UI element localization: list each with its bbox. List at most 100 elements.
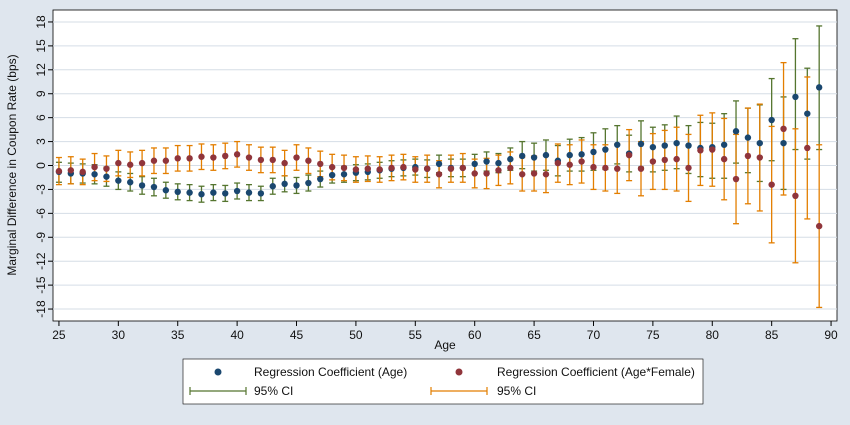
x-tick-label-12: 85	[765, 328, 779, 342]
legend-marker-female	[455, 368, 463, 376]
y-tick-label-10: -12	[34, 252, 48, 270]
point-female-72	[614, 165, 621, 172]
point-female-82	[732, 175, 740, 183]
x-tick-label-13: 90	[824, 328, 838, 342]
point-female-66	[542, 171, 550, 178]
point-female-58	[447, 165, 455, 172]
y-tick-label-0: 18	[34, 15, 48, 29]
point-female-33	[150, 157, 158, 164]
point-age-85	[768, 116, 775, 124]
x-tick-label-5: 50	[349, 328, 363, 342]
point-age-62	[495, 159, 502, 167]
x-tick-label-3: 40	[230, 328, 244, 342]
y-tick-label-8: -6	[34, 208, 48, 219]
point-age-72	[614, 141, 621, 148]
point-female-73	[625, 151, 633, 159]
point-age-30	[115, 177, 122, 184]
point-female-52	[376, 166, 383, 173]
point-female-25	[55, 167, 63, 175]
point-age-41	[245, 189, 253, 196]
point-female-89	[815, 222, 823, 230]
point-age-71	[602, 146, 609, 153]
point-age-88	[804, 110, 811, 117]
y-tick-label-5: 3	[34, 138, 48, 145]
point-female-31	[127, 161, 134, 168]
point-age-65	[530, 154, 538, 161]
point-female-26	[67, 167, 75, 174]
point-age-82	[732, 128, 740, 135]
y-tick-label-11: -15	[34, 276, 48, 294]
point-age-60	[471, 160, 478, 168]
point-age-34	[162, 187, 170, 194]
legend-marker-age	[214, 368, 222, 376]
x-axis-title: Age	[434, 338, 456, 352]
point-age-32	[138, 182, 146, 189]
point-female-78	[685, 164, 692, 172]
x-tick-label-4: 45	[290, 328, 304, 342]
point-female-51	[364, 165, 371, 172]
y-tick-label-7: -3	[34, 184, 48, 195]
point-female-62	[495, 167, 502, 174]
y-tick-label-12: -18	[34, 300, 48, 318]
x-tick-label-6: 55	[409, 328, 423, 342]
point-female-87	[792, 192, 799, 200]
point-female-36	[186, 155, 193, 162]
point-age-78	[685, 142, 692, 149]
grid-lines	[53, 21, 837, 310]
point-female-50	[352, 166, 360, 173]
point-female-48	[328, 163, 336, 171]
point-female-39	[222, 152, 229, 160]
point-female-54	[400, 163, 407, 171]
point-female-32	[138, 159, 146, 167]
point-age-43	[269, 183, 276, 190]
point-female-34	[162, 157, 170, 164]
legend-label-female: Regression Coefficient (Age*Female)	[497, 365, 695, 379]
point-female-75	[649, 158, 657, 165]
legend-label-age: Regression Coefficient (Age)	[254, 365, 407, 379]
point-female-74	[637, 165, 645, 172]
y-tick-label-9: -9	[34, 232, 48, 243]
point-female-88	[804, 144, 811, 152]
point-age-87	[792, 93, 799, 101]
point-female-28	[91, 163, 98, 171]
point-age-35	[174, 188, 181, 196]
point-female-77	[673, 155, 680, 163]
point-female-67	[554, 159, 562, 167]
legend-box	[182, 358, 704, 405]
point-female-76	[661, 156, 668, 164]
point-female-85	[768, 181, 775, 188]
point-female-30	[115, 159, 122, 167]
x-tick-label-0: 25	[52, 328, 66, 342]
point-female-64	[519, 171, 526, 178]
point-age-40	[233, 187, 241, 195]
point-age-45	[293, 182, 300, 189]
legend: Regression Coefficient (Age) Regression …	[182, 358, 704, 405]
point-age-76	[661, 142, 668, 149]
x-tick-label-11: 80	[706, 328, 720, 342]
point-age-83	[744, 134, 752, 141]
point-age-77	[673, 139, 680, 147]
point-female-45	[293, 154, 300, 161]
point-female-68	[566, 161, 573, 168]
point-age-37	[198, 191, 205, 198]
point-age-75	[649, 143, 657, 151]
point-age-36	[186, 189, 193, 196]
x-tick-label-8: 65	[527, 328, 541, 342]
x-tick-label-10: 75	[646, 328, 660, 342]
y-axis-title: Marginal Difference in Coupon Rate (bps)	[5, 54, 19, 275]
point-age-68	[566, 151, 573, 159]
points	[55, 84, 823, 230]
point-female-86	[780, 125, 787, 133]
x-tick-label-9: 70	[587, 328, 601, 342]
point-age-33	[150, 183, 158, 191]
point-age-39	[222, 190, 229, 197]
point-female-56	[423, 165, 431, 172]
point-female-41	[245, 154, 253, 161]
point-age-61	[483, 158, 490, 165]
point-age-86	[780, 139, 787, 147]
point-female-43	[269, 156, 276, 164]
point-female-37	[198, 153, 205, 160]
point-age-63	[507, 155, 514, 163]
point-age-57	[435, 160, 443, 168]
